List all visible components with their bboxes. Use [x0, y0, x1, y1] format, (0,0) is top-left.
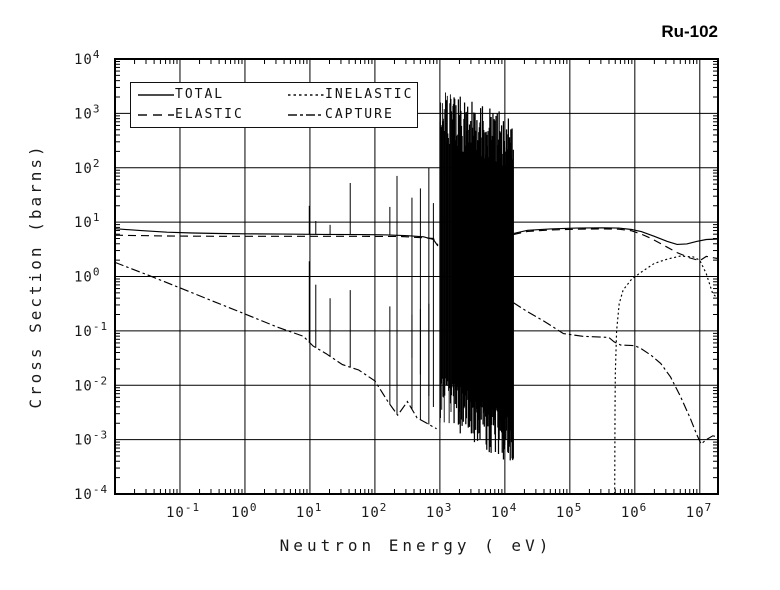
svg-text:104: 104: [74, 48, 100, 68]
svg-text:101: 101: [74, 211, 100, 231]
legend-entry-inelastic: INELASTIC: [287, 86, 414, 103]
legend-entry-total: TOTAL: [137, 86, 287, 103]
svg-text:106: 106: [621, 501, 647, 521]
svg-text:10-4: 10-4: [74, 483, 108, 503]
svg-text:105: 105: [556, 501, 582, 521]
legend-sample-capture: [288, 114, 324, 116]
svg-text:100: 100: [74, 266, 100, 286]
series-elastic: [114, 228, 719, 262]
svg-text:10-1: 10-1: [166, 501, 200, 521]
svg-text:102: 102: [74, 157, 100, 177]
series-capture: [114, 261, 719, 445]
plot-frame: [114, 58, 719, 495]
svg-text:103: 103: [74, 102, 100, 122]
legend-sample-total: [138, 94, 174, 96]
legend: TOTAL INELASTIC ELASTIC CAPTURE: [130, 82, 418, 128]
x-tick-labels: 10-1 100 101 102 103 104 105 106 107: [166, 501, 712, 521]
svg-text:100: 100: [231, 501, 257, 521]
svg-text:101: 101: [296, 501, 322, 521]
svg-text:10-2: 10-2: [74, 374, 108, 394]
series-total: [114, 99, 719, 407]
legend-label-capture: CAPTURE: [325, 106, 394, 122]
series-inelastic: [614, 255, 719, 495]
svg-text:10-3: 10-3: [74, 429, 108, 449]
legend-label-elastic: ELASTIC: [175, 106, 244, 122]
svg-text:104: 104: [491, 501, 517, 521]
legend-entry-elastic: ELASTIC: [137, 106, 287, 123]
legend-sample-elastic: [138, 114, 174, 116]
y-tick-labels: 104 103 102 101 100 10-1 10-2 10-3 10-4: [74, 48, 108, 503]
figure-title: Ru-102: [661, 22, 718, 41]
legend-label-total: TOTAL: [175, 86, 225, 102]
svg-text:103: 103: [426, 501, 452, 521]
svg-text:10-1: 10-1: [74, 320, 108, 340]
legend-entry-capture: CAPTURE: [287, 106, 413, 123]
legend-label-inelastic: INELASTIC: [325, 86, 414, 102]
y-axis-title: Cross Section (barns): [26, 143, 45, 409]
legend-sample-inelastic: [288, 94, 324, 96]
svg-text:102: 102: [361, 501, 387, 521]
svg-text:107: 107: [686, 501, 712, 521]
resonance-band: [439, 92, 514, 461]
x-axis-title: Neutron Energy ( eV): [279, 536, 553, 555]
